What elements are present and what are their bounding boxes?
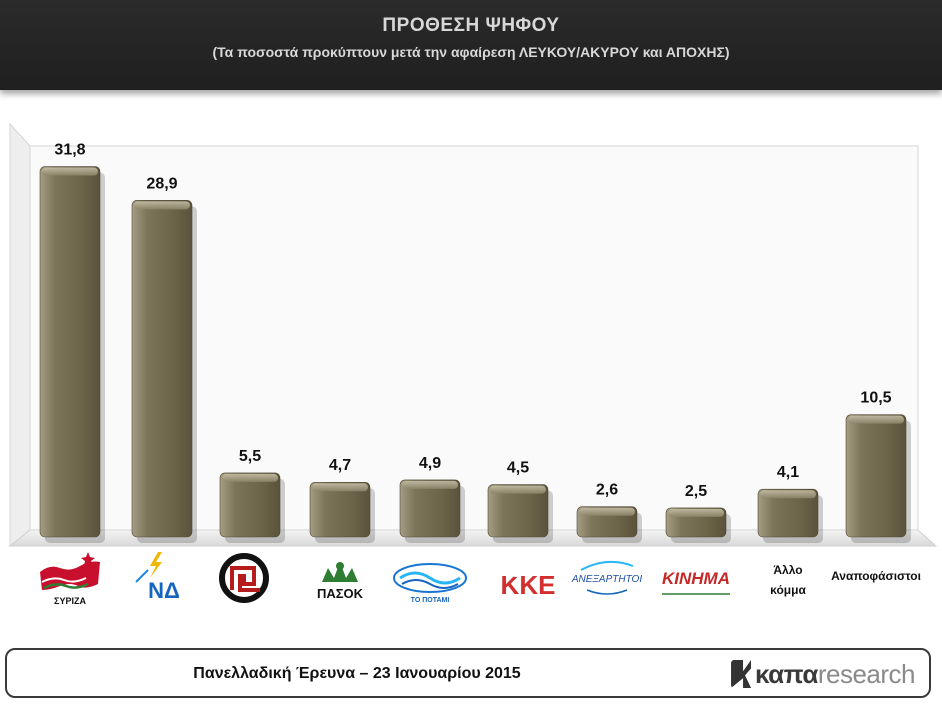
party-logo-9: Άλλο κόμμα — [770, 563, 806, 597]
value-label-4: 4,7 — [329, 457, 351, 474]
brand-research-text: research — [817, 658, 916, 689]
party-logos-group: ΣΥΡΙΖΑ ΝΔ ΠΑΣΟΚ ΤΟ ΠΟΤΑΜΙ ΚΚΕ ΑΝΕΞΑΡΤΗΤΟΙ ΚΙΝΗ… — [40, 552, 921, 606]
category-label-9-line-2: κόμμα — [770, 583, 806, 597]
category-label-9-line-1: Άλλο — [773, 563, 802, 577]
bar-5 — [399, 479, 465, 543]
logo-text-5: ΤΟ ΠΟΤΑΜΙ — [411, 597, 450, 604]
logo-text-7: ΑΝΕΞΑΡΤΗΤΟΙ — [571, 574, 642, 585]
party-logo-6: ΚΚΕ — [501, 563, 556, 600]
logo-text-2: ΝΔ — [148, 578, 180, 603]
kapa-logo-icon — [731, 660, 752, 688]
logo-text-4: ΠΑΣΟΚ — [317, 586, 364, 601]
bar-6 — [487, 484, 553, 543]
party-logo-8: ΚΙΝΗΜΑ — [662, 569, 730, 595]
logo-text-8: ΚΙΝΗΜΑ — [662, 569, 730, 588]
party-logo-5: ΤΟ ΠΟΤΑΜΙ — [393, 563, 467, 604]
bar-4 — [309, 481, 375, 543]
bar-1 — [39, 166, 105, 543]
value-labels-group: 31,8 28,9 5,5 4,7 4,9 4,5 2,6 2,5 4,1 10,5 — [54, 142, 891, 500]
bar-3 — [219, 472, 285, 543]
value-label-6: 4,5 — [507, 460, 529, 477]
survey-date: Πανελλαδική Έρευνα – 23 Ιανουαρίου 2015 — [193, 665, 521, 682]
value-label-9: 4,1 — [777, 464, 799, 481]
logo-text-6: ΚΚΕ — [501, 570, 556, 600]
value-label-3: 5,5 — [239, 448, 261, 465]
party-logo-2: ΝΔ — [135, 552, 180, 603]
brand-kapa-text: καπα — [755, 658, 818, 689]
party-logo-7: ΑΝΕΞΑΡΤΗΤΟΙ — [571, 560, 642, 595]
kapa-research-logo: καπα research — [731, 658, 916, 690]
value-label-1: 31,8 — [54, 142, 85, 159]
party-logo-10: Αναποφάσιστοι — [831, 569, 921, 583]
value-label-2: 28,9 — [146, 175, 177, 192]
chart-subtitle: (Τα ποσοστά προκύπτουν μετά την αφαίρεση… — [212, 44, 730, 60]
footer-box: Πανελλαδική Έρευνα – 23 Ιανουαρίου 2015 … — [5, 648, 931, 698]
bar-8 — [665, 507, 731, 543]
value-label-8: 2,5 — [685, 483, 707, 500]
bars-group — [39, 166, 911, 543]
value-label-10: 10,5 — [860, 390, 891, 407]
party-logo-4: ΠΑΣΟΚ — [317, 562, 364, 601]
party-logo-1: ΣΥΡΙΖΑ — [40, 552, 100, 606]
logo-text-1: ΣΥΡΙΖΑ — [54, 596, 86, 606]
bar-10 — [845, 414, 911, 543]
bar-chart: 31,8 28,9 5,5 4,7 4,9 4,5 2,6 2,5 4,1 10,5 ΣΥΡΙΖΑ… — [8, 122, 938, 606]
party-logo-3 — [219, 553, 269, 603]
category-label-10: Αναποφάσιστοι — [831, 569, 921, 583]
value-label-7: 2,6 — [596, 482, 618, 499]
value-label-5: 4,9 — [419, 455, 441, 472]
bar-2 — [131, 200, 197, 543]
chart-title: ΠΡΟΘΕΣΗ ΨΗΦΟΥ — [382, 15, 560, 36]
bar-9 — [757, 488, 823, 543]
header-banner: ΠΡΟΘΕΣΗ ΨΗΦΟΥ (Τα ποσοστά προκύπτουν μετ… — [0, 0, 942, 90]
bar-7 — [576, 506, 642, 543]
